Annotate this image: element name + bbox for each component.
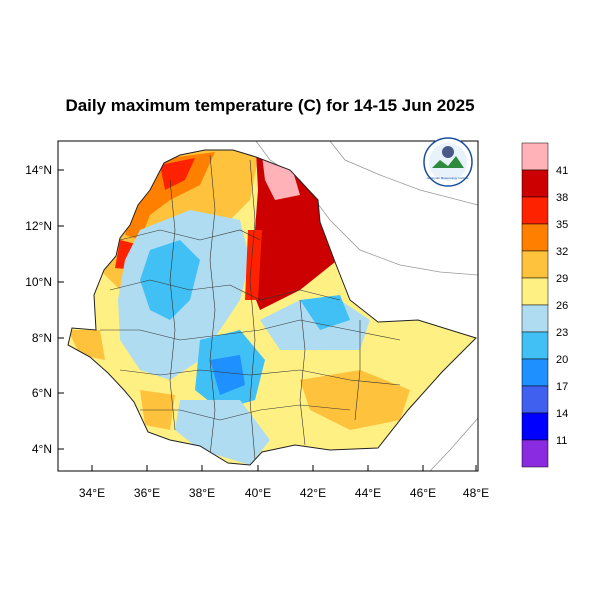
legend-label: 17 (556, 381, 568, 393)
logo: Ethiopian Meteorology Institute (423, 137, 473, 187)
ethiopia-border (67, 149, 477, 466)
logo-text: Ethiopian Meteorology Institute (427, 176, 469, 180)
legend-label: 32 (556, 246, 568, 258)
latitude-axis: 4°N 6°N 8°N 10°N 12°N 14°N (25, 163, 64, 456)
legend-label: 11 (556, 435, 567, 447)
admin-boundaries (100, 154, 401, 461)
lon-tick-label: 40°E (245, 486, 271, 500)
lat-tick-label: 14°N (25, 163, 52, 177)
lon-tick-label: 44°E (355, 486, 381, 500)
lon-tick-label: 48°E (463, 486, 489, 500)
legend-swatch (521, 331, 549, 360)
legend-swatch (521, 385, 549, 414)
legend-label: 29 (556, 273, 568, 285)
legend-swatch (521, 169, 549, 198)
legend-swatch (521, 412, 549, 441)
legend-label: 38 (556, 192, 568, 204)
legend: 41 38 35 32 29 26 23 20 17 14 11 (521, 142, 568, 468)
longitude-axis: 34°E 36°E 38°E 40°E 42°E 44°E 46°E 48°E (79, 465, 489, 500)
legend-swatch (521, 358, 549, 387)
somalia-coast (429, 417, 478, 471)
lon-tick-label: 38°E (189, 486, 215, 500)
lon-tick-label: 42°E (300, 486, 326, 500)
lat-tick-label: 10°N (25, 275, 52, 289)
legend-swatch (521, 250, 549, 279)
legend-label: 26 (556, 300, 568, 312)
arabian-coast (329, 141, 478, 206)
lon-tick-label: 34°E (79, 486, 105, 500)
lat-tick-label: 8°N (32, 331, 52, 345)
legend-swatch (521, 439, 549, 468)
legend-swatch (521, 142, 549, 171)
legend-swatch (521, 196, 549, 225)
lon-tick-label: 46°E (410, 486, 436, 500)
neighbour-borders (255, 141, 478, 471)
legend-label: 23 (556, 327, 568, 339)
map-title: Daily maximum temperature (C) for 14-15 … (65, 96, 475, 115)
legend-label: 35 (556, 219, 568, 231)
legend-swatch (521, 223, 549, 252)
lat-tick-label: 4°N (32, 442, 52, 456)
legend-label: 41 (556, 165, 568, 177)
legend-swatch (521, 304, 549, 333)
legend-label: 14 (556, 408, 568, 420)
lat-tick-label: 12°N (25, 219, 52, 233)
plot-border (57, 140, 479, 472)
lat-tick-label: 6°N (32, 386, 52, 400)
legend-label: 20 (556, 354, 568, 366)
lon-tick-label: 36°E (134, 486, 160, 500)
red-sea-coastline (255, 141, 478, 276)
legend-swatch (521, 277, 549, 306)
